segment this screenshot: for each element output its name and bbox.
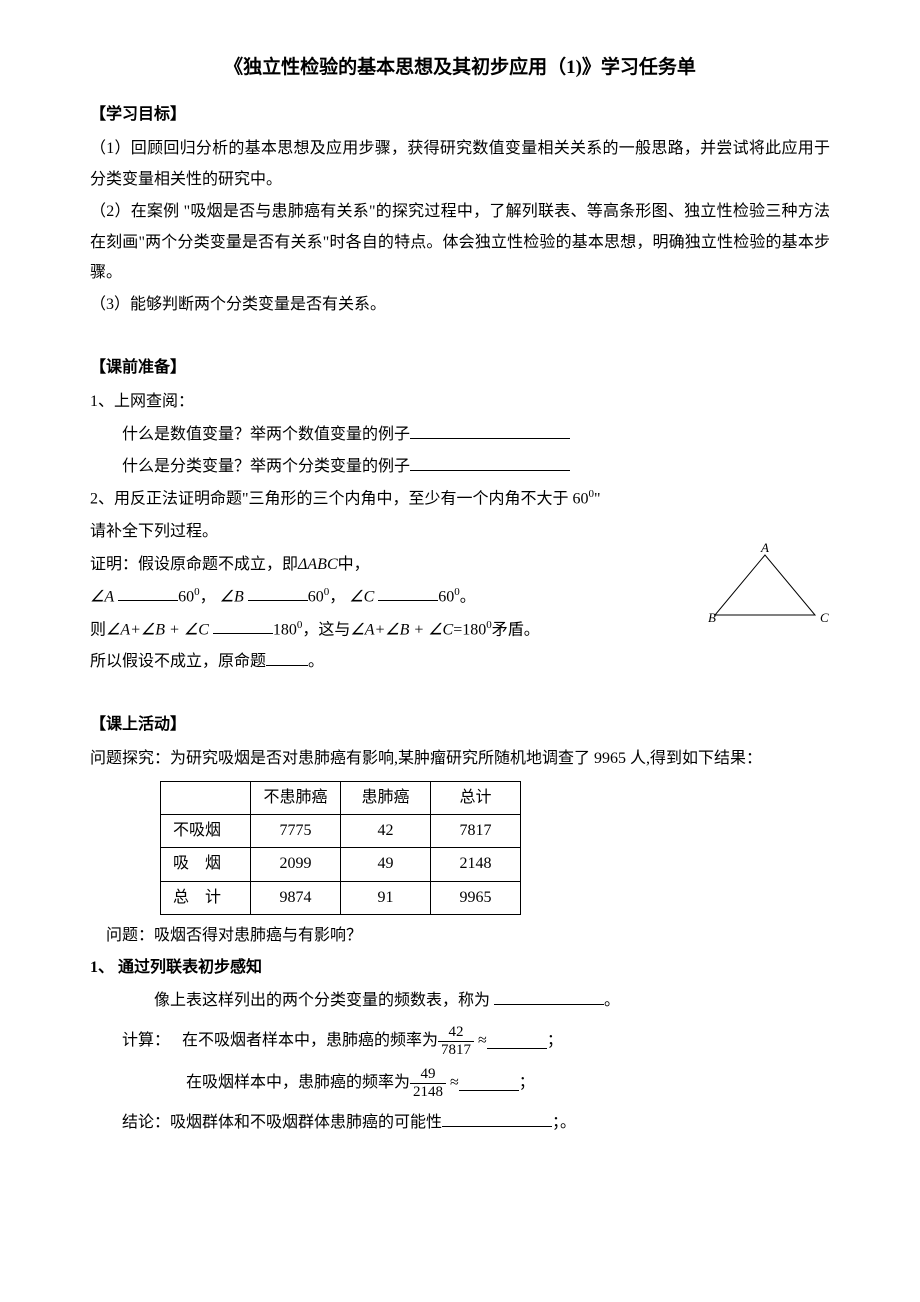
sixty-1: 60 <box>178 588 194 605</box>
proof-section: A B C 证明：假设原命题不成立，即ΔABC中， ∠A 600， ∠B 600… <box>90 550 830 646</box>
prep-2-suffix: " <box>594 491 601 508</box>
activity-header: 【课上活动】 <box>90 710 830 740</box>
table-row: 总 计 9874 91 9965 <box>161 881 521 914</box>
table-cell: 49 <box>341 848 431 881</box>
approx-2: ≈ <box>450 1068 459 1098</box>
document-title: 《独立性检验的基本思想及其初步应用（1)》学习任务单 <box>90 50 830 86</box>
frac2-num: 49 <box>410 1066 446 1084</box>
table-cell: 总 计 <box>161 881 251 914</box>
table-header-cell: 不患肺癌 <box>251 781 341 814</box>
goals-header: 【学习目标】 <box>90 100 830 130</box>
sub1-line1-text: 像上表这样列出的两个分类变量的频数表，称为 <box>154 992 490 1009</box>
prep-1a-text: 什么是数值变量？举两个数值变量的例子 <box>122 426 410 443</box>
one-eighty-1: 180 <box>273 621 297 638</box>
table-header-cell: 总计 <box>431 781 521 814</box>
blank-input[interactable] <box>442 1111 552 1127</box>
semicolon-2: ； <box>519 1068 535 1098</box>
blank-input[interactable] <box>266 650 308 666</box>
conclusion-final: 结论：吸烟群体和不吸烟群体患肺癌的可能性 ；。 <box>122 1108 830 1138</box>
blank-input[interactable] <box>118 585 178 601</box>
activity-intro: 问题探究：为研究吸烟是否对患肺癌有影响,某肿瘤研究所随机地调查了 9965 人,… <box>90 744 830 774</box>
blank-input[interactable] <box>410 423 570 439</box>
blank-input[interactable] <box>248 585 308 601</box>
table-cell: 91 <box>341 881 431 914</box>
blank-input[interactable] <box>459 1075 519 1091</box>
equals-180: =180 <box>453 621 486 638</box>
angle-c: ∠C <box>349 588 374 605</box>
prep-question-1b: 什么是分类变量？举两个分类变量的例子 <box>90 452 830 482</box>
prep-item-2: 2、用反正法证明命题"三角形的三个内角中，至少有一个内角不大于 600" <box>90 484 830 515</box>
fraction-2: 49 2148 <box>410 1066 446 1100</box>
calc-line-2: 在吸烟样本中，患肺癌的频率为 49 2148 ≈ ； <box>186 1066 830 1100</box>
prep-item-1: 1、上网查阅： <box>90 387 830 417</box>
angle-a: ∠A <box>90 588 114 605</box>
goal-3: （3）能够判断两个分类变量是否有关系。 <box>90 290 830 320</box>
proof-intro-text: 证明：假设原命题不成立，即 <box>90 556 298 573</box>
conclusion-suffix: ；。 <box>552 1114 576 1131</box>
table-cell: 不吸烟 <box>161 814 251 847</box>
contradiction-suffix: 矛盾。 <box>492 621 540 638</box>
table-cell: 9965 <box>431 881 521 914</box>
comma-2: ， <box>329 588 345 605</box>
angle-sum-1: ∠A+∠B + ∠C <box>106 621 209 638</box>
blank-input[interactable] <box>494 989 604 1005</box>
fraction-1: 42 7817 <box>438 1024 474 1058</box>
table-cell: 吸 烟 <box>161 848 251 881</box>
frac2-den: 2148 <box>410 1084 446 1101</box>
blank-input[interactable] <box>213 618 273 634</box>
table-row: 吸 烟 2099 49 2148 <box>161 848 521 881</box>
frac1-den: 7817 <box>438 1042 474 1059</box>
question-line: 问题：吸烟否得对患肺癌与有影响？ <box>106 921 830 951</box>
table-cell: 7775 <box>251 814 341 847</box>
delta-abc: ΔABC <box>298 556 338 573</box>
table-cell: 2099 <box>251 848 341 881</box>
angle-sum-2: ∠A+∠B + ∠C <box>350 621 453 638</box>
sixty-3: 60 <box>438 588 454 605</box>
triangle-label-c: C <box>820 610 829 625</box>
comma-1: ， <box>200 588 216 605</box>
blank-input[interactable] <box>410 455 570 471</box>
conclusion-line: 所以假设不成立，原命题 。 <box>90 647 830 677</box>
period-3: 。 <box>604 992 620 1009</box>
table-row: 不吸烟 7775 42 7817 <box>161 814 521 847</box>
triangle-diagram: A B C <box>700 540 830 630</box>
calc-line-1: 计算： 在不吸烟者样本中，患肺癌的频率为 42 7817 ≈ ； <box>122 1024 830 1058</box>
period-2: 。 <box>308 653 324 670</box>
calc-prefix: 计算： <box>122 1026 170 1056</box>
triangle-label-a: A <box>760 540 769 555</box>
table-cell: 7817 <box>431 814 521 847</box>
table-cell: 42 <box>341 814 431 847</box>
blank-input[interactable] <box>378 585 438 601</box>
sub1-header: 1、 通过列联表初步感知 <box>90 953 830 983</box>
table-cell: 2148 <box>431 848 521 881</box>
triangle-label-b: B <box>708 610 716 625</box>
table-header-cell <box>161 781 251 814</box>
conclusion-pre: 所以假设不成立，原命题 <box>90 653 266 670</box>
sixty-2: 60 <box>308 588 324 605</box>
calc1-text: 在不吸烟者样本中，患肺癌的频率为 <box>182 1026 438 1056</box>
sub1-line1: 像上表这样列出的两个分类变量的频数表，称为 。 <box>154 986 830 1016</box>
goal-1: （1）回顾回归分析的基本思想及应用步骤，获得研究数值变量相关关系的一般思路，并尝… <box>90 134 830 195</box>
prep-2-text: 2、用反正法证明命题"三角形的三个内角中，至少有一个内角不大于 60 <box>90 491 589 508</box>
contradiction-prefix: ，这与 <box>302 621 350 638</box>
proof-abc-suffix: 中， <box>338 556 370 573</box>
frac1-num: 42 <box>438 1024 474 1042</box>
prep-header: 【课前准备】 <box>90 353 830 383</box>
goal-2: （2）在案例 "吸烟是否与患肺癌有关系"的探究过程中，了解列联表、等高条形图、独… <box>90 197 830 288</box>
table-cell: 9874 <box>251 881 341 914</box>
table-header-row: 不患肺癌 患肺癌 总计 <box>161 781 521 814</box>
prep-1b-text: 什么是分类变量？举两个分类变量的例子 <box>122 458 410 475</box>
blank-input[interactable] <box>487 1033 547 1049</box>
calc2-text: 在吸烟样本中，患肺癌的频率为 <box>186 1068 410 1098</box>
angle-b: ∠B <box>220 588 244 605</box>
table-header-cell: 患肺癌 <box>341 781 431 814</box>
prep-question-1a: 什么是数值变量？举两个数值变量的例子 <box>90 420 830 450</box>
contingency-table: 不患肺癌 患肺癌 总计 不吸烟 7775 42 7817 吸 烟 2099 49… <box>160 781 521 916</box>
conclusion-label: 结论：吸烟群体和不吸烟群体患肺癌的可能性 <box>122 1114 442 1131</box>
then-prefix: 则 <box>90 621 106 638</box>
period-1: 。 <box>460 588 476 605</box>
semicolon-1: ； <box>547 1026 563 1056</box>
approx-1: ≈ <box>478 1026 487 1056</box>
